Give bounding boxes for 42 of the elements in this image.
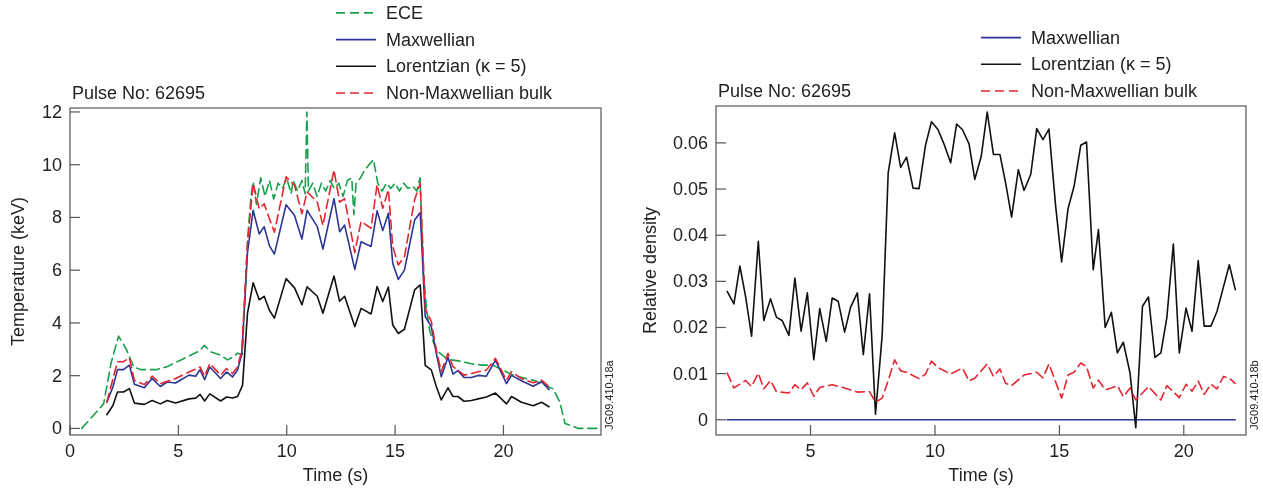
line-series bbox=[80, 111, 600, 430]
y-tick-label: 0.04 bbox=[672, 225, 708, 246]
y-tick-label: 0.05 bbox=[672, 179, 708, 200]
x-tick-label: 0 bbox=[64, 441, 76, 461]
y-tick-label: 0.02 bbox=[672, 317, 708, 338]
y-axis-title: Relative density bbox=[640, 206, 660, 335]
x-tick-label: 15 bbox=[385, 441, 406, 461]
chart-title: Pulse No: 62695 bbox=[72, 83, 206, 103]
text: JG09.410-18b bbox=[1248, 360, 1260, 430]
y-tick-label: 4 bbox=[51, 312, 62, 333]
chart-title: Pulse No: 62695 bbox=[718, 81, 852, 101]
legend-label: ECE bbox=[386, 2, 424, 23]
legend-label: Lorentzian (κ = 5) bbox=[386, 56, 527, 77]
x-axis-title: Time (s) bbox=[948, 465, 1014, 485]
line-series bbox=[726, 358, 1237, 404]
line-series bbox=[106, 275, 550, 416]
x-axis-title: Time (s) bbox=[302, 465, 369, 485]
x-tick-label: 10 bbox=[276, 441, 297, 461]
y-tick-label: 0.01 bbox=[672, 363, 708, 384]
x-tick-label: 20 bbox=[493, 441, 514, 461]
x-tick-label: 15 bbox=[1049, 441, 1070, 461]
y-tick-label: 12 bbox=[41, 101, 62, 122]
y-tick-label: 10 bbox=[41, 154, 62, 175]
y-tick-label: 0 bbox=[51, 418, 62, 439]
x-tick-label: 20 bbox=[1173, 441, 1194, 461]
legend-label: Maxwellian bbox=[386, 29, 476, 50]
y-tick-label: 0.03 bbox=[672, 271, 708, 292]
line-series bbox=[726, 111, 1237, 429]
legend-label: Maxwellian bbox=[1031, 27, 1121, 48]
legend-label: Non-Maxwellian bulk bbox=[386, 83, 554, 103]
x-tick-label: 10 bbox=[924, 441, 945, 461]
legend-label: Non-Maxwellian bulk bbox=[1031, 81, 1199, 101]
text: JG09.410-18a bbox=[603, 359, 615, 430]
y-tick-label: 0.06 bbox=[672, 132, 708, 153]
y-tick-label: 0 bbox=[697, 409, 708, 430]
x-tick-label: 5 bbox=[805, 441, 816, 461]
y-axis-title: Temperature (keV) bbox=[8, 196, 28, 347]
legend-label: Lorentzian (κ = 5) bbox=[1031, 54, 1172, 75]
y-tick-label: 8 bbox=[51, 207, 62, 228]
y-tick-label: 6 bbox=[51, 260, 62, 281]
y-tick-label: 2 bbox=[51, 365, 62, 386]
x-tick-label: 5 bbox=[173, 441, 184, 461]
